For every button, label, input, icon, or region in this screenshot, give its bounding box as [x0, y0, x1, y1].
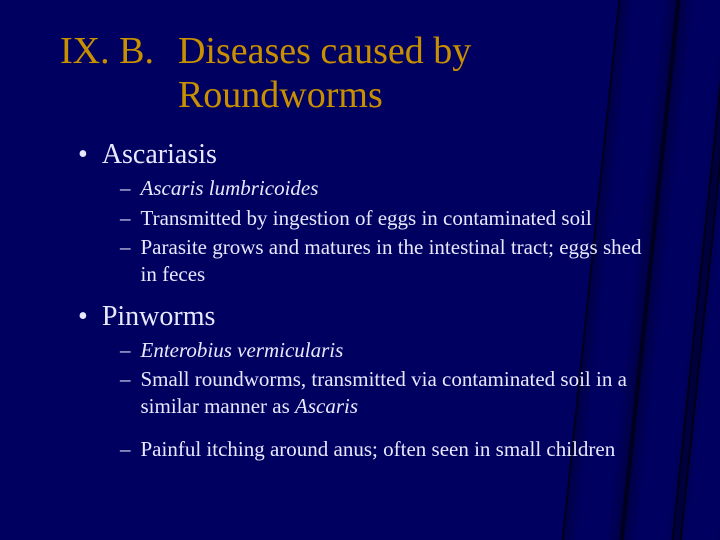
level1-label: Pinworms — [102, 301, 216, 333]
level1-row: • Pinworms — [78, 301, 670, 333]
slide-title: IX. B. Diseases caused by Roundworms — [60, 30, 670, 117]
title-line-2: Roundworms — [178, 74, 383, 116]
sub-item-text: Painful itching around anus; often seen … — [141, 436, 616, 463]
bullet-list: •Ascariasis–Ascaris lumbricoides–Transmi… — [78, 139, 670, 463]
sub-list-item: –Enterobius vermicularis — [120, 337, 670, 364]
dash-glyph: – — [120, 436, 131, 463]
bullet-glyph: • — [78, 301, 88, 333]
dash-glyph: – — [120, 205, 131, 232]
slide-content: IX. B. Diseases caused by Roundworms • As… — [60, 30, 670, 464]
sub-item-text: Enterobius vermicularis — [141, 337, 344, 364]
dash-glyph: – — [120, 366, 131, 393]
title-text: Diseases caused by Roundworms — [178, 30, 471, 117]
list-item: •Ascariasis–Ascaris lumbricoides–Transmi… — [78, 139, 670, 288]
title-line-1: Diseases caused by — [178, 30, 471, 72]
dash-glyph: – — [120, 175, 131, 202]
bullet-glyph: • — [78, 139, 88, 171]
sub-item-text: Parasite grows and matures in the intest… — [141, 234, 661, 289]
level1-row: • Ascariasis — [78, 139, 670, 171]
list-item: •Pinworms–Enterobius vermicularis–Small … — [78, 301, 670, 464]
level1-label: Ascariasis — [102, 139, 217, 171]
sub-list-item: –Painful itching around anus; often seen… — [120, 436, 670, 463]
sub-item-text: Small roundworms, transmitted via contam… — [141, 366, 661, 421]
sub-item-text: Ascaris lumbricoides — [141, 175, 319, 202]
sub-list-item: –Parasite grows and matures in the intes… — [120, 234, 670, 289]
sub-list: –Enterobius vermicularis–Small roundworm… — [120, 337, 670, 464]
title-number: IX. B. — [60, 30, 154, 74]
dash-glyph: – — [120, 234, 131, 261]
sub-list-item: –Ascaris lumbricoides — [120, 175, 670, 202]
sub-list-item: –Small roundworms, transmitted via conta… — [120, 366, 670, 421]
sub-list: –Ascaris lumbricoides–Transmitted by ing… — [120, 175, 670, 288]
sub-list-item: –Transmitted by ingestion of eggs in con… — [120, 205, 670, 232]
dash-glyph: – — [120, 337, 131, 364]
sub-item-text: Transmitted by ingestion of eggs in cont… — [141, 205, 592, 232]
